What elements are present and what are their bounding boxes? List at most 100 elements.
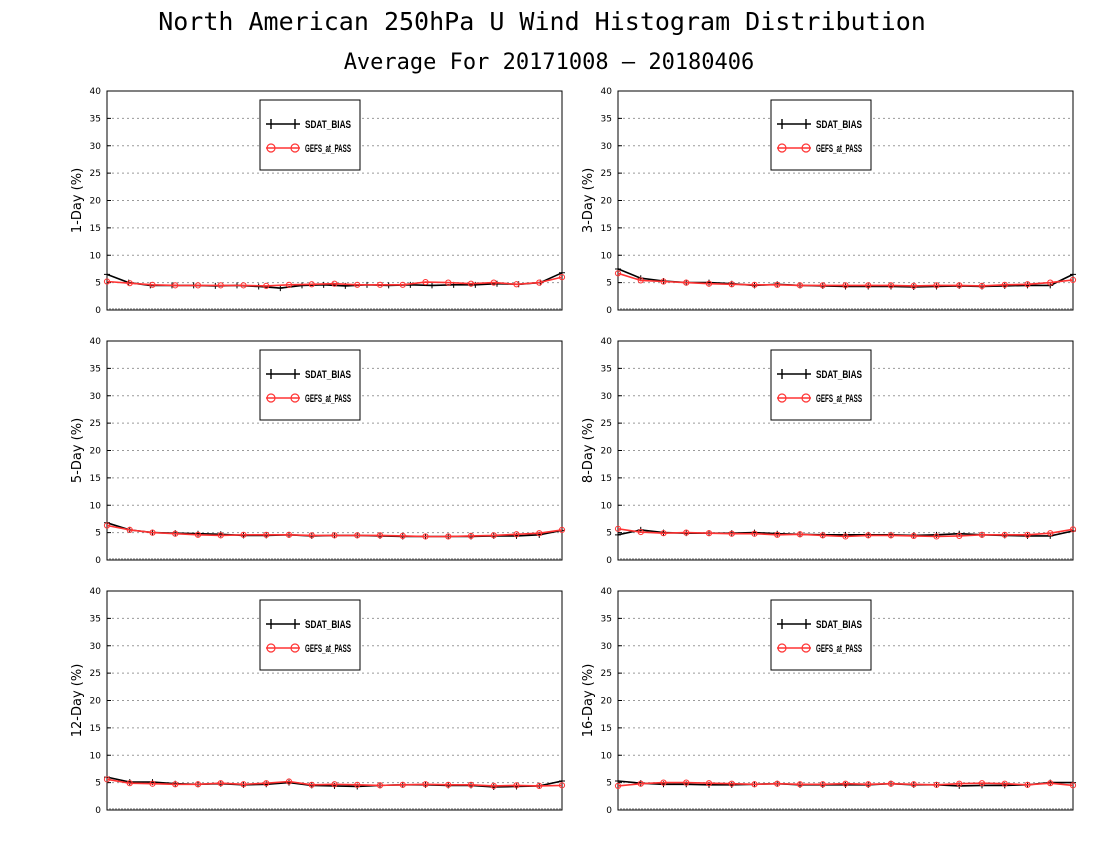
data-point xyxy=(660,278,667,285)
legend-label: GEFS_at_PASS xyxy=(816,643,862,655)
data-point xyxy=(683,779,690,786)
data-point xyxy=(819,532,826,539)
data-point xyxy=(796,531,804,538)
y-tick-label: 25 xyxy=(601,419,612,429)
y-tick-label: 5 xyxy=(606,779,612,789)
legend-marker-plus xyxy=(781,619,807,629)
data-point xyxy=(490,532,497,539)
legend-marker-circle xyxy=(801,393,811,403)
data-point xyxy=(660,530,667,537)
legend-marker-circle xyxy=(290,643,300,653)
legend: SDAT_BIAS GEFS_at_PASS xyxy=(770,599,872,671)
data-point xyxy=(683,279,690,286)
legend-marker-circle xyxy=(266,393,276,403)
data-point xyxy=(240,282,247,289)
y-tick-label: 10 xyxy=(601,501,613,511)
series-line xyxy=(617,781,1074,787)
data-point xyxy=(513,281,520,288)
data-point xyxy=(751,781,758,788)
data-point xyxy=(774,531,781,538)
panel: 0 5 10 15 20 25 30 35 40 12-Day (%) SDAT_BIAS GEFS_… xyxy=(70,587,566,816)
legend-marker-plus xyxy=(270,619,296,629)
y-tick-label: 5 xyxy=(606,529,612,539)
y-tick-label: 40 xyxy=(601,87,613,97)
legend-box xyxy=(770,599,872,671)
data-point xyxy=(842,533,849,540)
y-tick-label: 0 xyxy=(95,806,101,816)
data-point xyxy=(728,780,735,787)
y-tick-label: 0 xyxy=(606,806,612,816)
data-point xyxy=(399,532,406,540)
legend-label: SDAT_BIAS xyxy=(816,369,862,381)
panel: 0 5 10 15 20 25 30 35 40 8-Day (%) SDAT_BIAS GEFS_a… xyxy=(581,337,1077,566)
y-tick-label: 40 xyxy=(601,337,613,347)
panel: 0 5 10 15 20 25 30 35 40 16-Day (%) SDAT_BIAS GEFS_… xyxy=(581,587,1077,816)
y-tick-label: 0 xyxy=(606,556,612,566)
y-tick-label: 25 xyxy=(601,669,612,679)
legend-box xyxy=(259,599,361,671)
y-tick-label: 30 xyxy=(601,642,613,652)
data-point xyxy=(842,282,849,289)
data-point xyxy=(1024,531,1031,538)
y-axis-label: 5-Day (%) xyxy=(70,418,85,483)
legend: SDAT_BIAS GEFS_at_PASS xyxy=(770,349,872,421)
legend: SDAT_BIAS GEFS_at_PASS xyxy=(770,99,872,171)
y-tick-label: 30 xyxy=(601,142,613,152)
y-tick-label: 40 xyxy=(90,587,102,597)
data-point xyxy=(637,528,644,536)
data-point xyxy=(354,281,361,288)
chart-subtitle: Average For 20171008 – 20180406 xyxy=(344,50,755,75)
legend-box xyxy=(770,99,872,171)
data-point xyxy=(615,531,621,538)
data-point xyxy=(308,781,315,788)
y-tick-label: 5 xyxy=(95,529,101,539)
y-tick-label: 20 xyxy=(601,697,613,707)
data-point xyxy=(490,279,497,286)
data-point xyxy=(331,532,338,539)
data-point xyxy=(536,279,543,286)
data-point xyxy=(614,525,622,532)
data-point xyxy=(308,532,315,539)
legend: SDAT_BIAS GEFS_at_PASS xyxy=(259,349,361,421)
data-point xyxy=(1069,526,1077,533)
legend-label: SDAT_BIAS xyxy=(305,119,351,131)
series-line xyxy=(106,524,563,538)
y-tick-label: 20 xyxy=(601,197,613,207)
data-point xyxy=(149,281,156,288)
y-tick-label: 20 xyxy=(90,697,102,707)
data-point xyxy=(637,780,644,787)
data-point xyxy=(774,780,781,787)
data-point xyxy=(796,282,804,289)
legend-label: GEFS_at_PASS xyxy=(305,143,351,155)
legend-marker-circle xyxy=(777,393,787,403)
data-point xyxy=(728,281,735,288)
chart-title: North American 250hPa U Wind Histogram D… xyxy=(158,7,926,36)
legend-marker-circle xyxy=(266,643,276,653)
data-point xyxy=(354,532,361,539)
data-point xyxy=(217,780,224,787)
legend-label: SDAT_BIAS xyxy=(305,619,351,631)
data-point xyxy=(614,782,622,790)
series-line xyxy=(106,276,563,287)
data-point xyxy=(910,781,917,788)
data-point xyxy=(445,279,452,286)
data-point xyxy=(1024,781,1031,788)
data-point xyxy=(422,278,429,286)
data-point xyxy=(956,780,963,787)
data-point xyxy=(536,782,543,790)
plot-frame xyxy=(617,590,1074,811)
data-point xyxy=(865,282,872,289)
data-point xyxy=(819,282,826,289)
data-point xyxy=(956,282,963,289)
data-point xyxy=(842,780,849,787)
data-point xyxy=(103,522,111,529)
data-point xyxy=(887,780,895,787)
legend-marker-plus xyxy=(781,369,807,379)
data-point xyxy=(1001,531,1008,538)
data-point xyxy=(1001,281,1008,288)
y-tick-label: 30 xyxy=(90,392,102,402)
data-point xyxy=(126,780,133,787)
data-point xyxy=(422,781,429,788)
data-point xyxy=(513,531,520,538)
